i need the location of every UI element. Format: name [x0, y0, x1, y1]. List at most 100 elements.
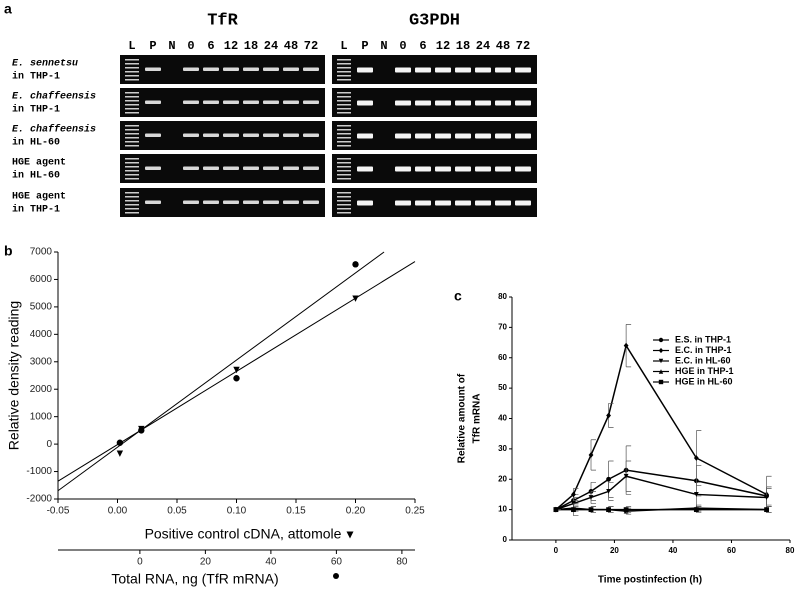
point: [693, 455, 699, 461]
gel-band: [243, 100, 259, 104]
x-tick-label: 80: [786, 546, 795, 555]
gel-band: [515, 133, 531, 139]
row-label: in HL-60: [12, 137, 60, 149]
x-tick-label: 0.20: [346, 506, 366, 517]
gel-band: [223, 166, 239, 170]
y-tick-label: 0: [503, 535, 508, 544]
ladder-band: [125, 59, 139, 61]
lane-label: N: [168, 39, 175, 53]
point: [233, 366, 240, 374]
lane-label: 72: [516, 39, 530, 53]
lane-label: 48: [496, 39, 510, 53]
x-tick-label: 0.25: [405, 506, 425, 517]
point: [571, 491, 576, 498]
lane-label: 6: [419, 39, 426, 53]
gel-band: [203, 100, 219, 104]
gel-band: [455, 100, 471, 106]
y-tick-label: 4000: [30, 329, 53, 340]
lane-label: 18: [456, 39, 470, 53]
ladder-band: [125, 137, 139, 139]
row-label: in THP-1: [12, 71, 60, 83]
ladder-band: [337, 178, 351, 180]
gel-band: [357, 200, 373, 206]
ladder-band: [337, 212, 351, 214]
ladder-band: [125, 178, 139, 180]
x2-tick-label: 40: [265, 557, 277, 568]
ladder-band: [125, 158, 139, 160]
gel-band: [455, 200, 471, 206]
y-tick-label: 3000: [30, 356, 53, 367]
x-tick-label: 0.00: [108, 506, 128, 517]
point: [352, 295, 359, 302]
lane-label: 24: [264, 39, 278, 53]
point: [588, 507, 594, 513]
legend-label: E.S. in THP-1: [675, 334, 731, 344]
gel-band: [183, 133, 199, 137]
gel-band: [203, 133, 219, 137]
x-tick-label: 0.05: [167, 506, 187, 517]
legend-marker: [658, 358, 664, 364]
point: [606, 412, 611, 419]
ladder-band: [125, 133, 139, 135]
y-tick-label: 40: [498, 414, 507, 423]
panel-label: c: [454, 288, 462, 304]
gel-band: [303, 133, 319, 137]
ladder-band: [337, 71, 351, 73]
ladder-band: [337, 112, 351, 114]
gel-band: [415, 166, 431, 172]
ladder-band: [125, 170, 139, 172]
lane-label: 6: [207, 39, 214, 53]
y-tick-label: 30: [498, 444, 507, 453]
ladder-band: [337, 63, 351, 65]
gel-band: [495, 166, 511, 172]
gel-band: [183, 100, 199, 104]
ladder-band: [337, 192, 351, 194]
gel-band: [283, 100, 299, 104]
y-tick-label: 20: [498, 474, 507, 483]
row-label: HGE agent: [12, 192, 66, 203]
lane-label: 0: [399, 39, 406, 53]
row-label: HGE agent: [12, 158, 66, 169]
gel-band: [243, 200, 259, 204]
ladder-band: [337, 137, 351, 139]
x-tick-label: 60: [727, 546, 736, 555]
series-line: [555, 469, 767, 511]
point: [352, 261, 359, 268]
ladder-band: [125, 125, 139, 127]
ladder-band: [125, 112, 139, 114]
point: [116, 439, 124, 446]
gel-band: [435, 100, 451, 106]
ladder-band: [337, 196, 351, 198]
gel-band: [395, 67, 411, 73]
ladder-band: [125, 100, 139, 102]
gel-band: [263, 100, 279, 104]
ladder-band: [337, 133, 351, 135]
ladder-band: [337, 125, 351, 127]
gel-band: [515, 166, 531, 172]
gene-label: G3PDH: [409, 11, 460, 30]
gel-band: [145, 200, 161, 204]
lane-label: L: [128, 39, 135, 53]
lane-label: P: [361, 39, 368, 53]
gel-band: [357, 67, 373, 73]
gel-band: [263, 67, 279, 71]
lane-label: 12: [224, 39, 238, 53]
point: [233, 375, 240, 382]
gel-band: [223, 100, 239, 104]
x2-tick-label: 60: [331, 557, 343, 568]
x-tick-label: 0.10: [227, 506, 247, 517]
row-label: in THP-1: [12, 104, 60, 116]
row-label: E. sennetsu: [12, 59, 78, 70]
ladder-band: [125, 108, 139, 110]
gel-band: [475, 200, 491, 206]
gel-band: [303, 166, 319, 170]
y-tick-label: 2000: [30, 384, 53, 395]
y-tick-label: 70: [498, 322, 507, 331]
gel-band: [145, 166, 161, 170]
gel-band: [283, 166, 299, 170]
gel-band: [395, 200, 411, 206]
ladder-band: [337, 104, 351, 106]
y-axis-title: Relative density reading: [6, 301, 22, 450]
ladder-band: [125, 196, 139, 198]
gel-band: [415, 133, 431, 139]
